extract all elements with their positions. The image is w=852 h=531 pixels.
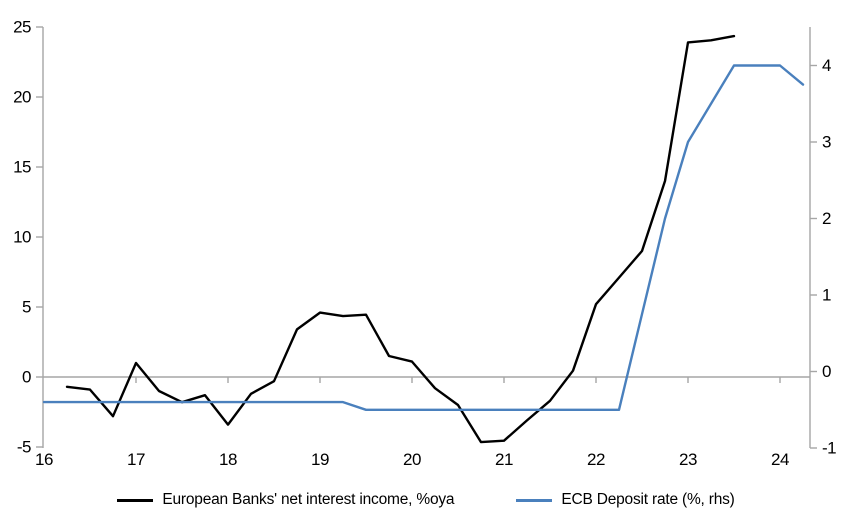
left-axis-tick-label: 25 [13,18,31,37]
x-axis-tick-label: 24 [771,450,789,469]
x-axis-tick-label: 19 [311,450,329,469]
legend-item-deposit-rate: ECB Deposit rate (%, rhs) [516,491,735,509]
left-axis-tick-label: 5 [22,298,31,317]
legend-label-deposit-rate: ECB Deposit rate (%, rhs) [561,491,735,508]
blue-line-swatch [516,498,553,502]
net-interest-income-line [65,34,736,444]
right-axis-tick-label: -1 [822,439,836,458]
x-axis-tick-label: 17 [127,450,145,469]
x-axis-tick-label: 16 [35,450,53,469]
legend: European Banks' net interest income, %oy… [0,487,852,513]
left-axis-tick-label: 20 [13,88,31,107]
legend-item-net-interest-income: European Banks' net interest income, %oy… [117,491,455,509]
left-axis-tick-label: 10 [13,228,31,247]
x-axis-tick-label: 18 [219,450,237,469]
left-axis-tick-label: 15 [13,158,31,177]
right-axis-tick-label: 3 [822,133,831,152]
plot-area: -5 0 5 10 15 20 25 -1 0 1 2 3 4 16 17 18 19 20 21 22 23 24 [13,18,837,470]
black-line-swatch [117,498,154,502]
left-axis-tick-label: -5 [17,438,31,457]
x-axis-tick-label: 21 [495,450,513,469]
legend-label-net-interest-income: European Banks' net interest income, %oy… [162,491,455,508]
right-axis-tick-label: 2 [822,209,831,228]
left-axis-tick-label: 0 [22,368,31,387]
right-axis-tick-label: 0 [822,362,831,381]
right-axis-tick-label: 1 [822,286,831,305]
right-axis-tick-label: 4 [822,56,831,75]
deposit-rate-line [42,64,805,411]
x-axis-tick-label: 23 [679,450,697,469]
x-axis-tick-label: 20 [403,450,421,469]
x-axis-tick-label: 22 [587,450,605,469]
